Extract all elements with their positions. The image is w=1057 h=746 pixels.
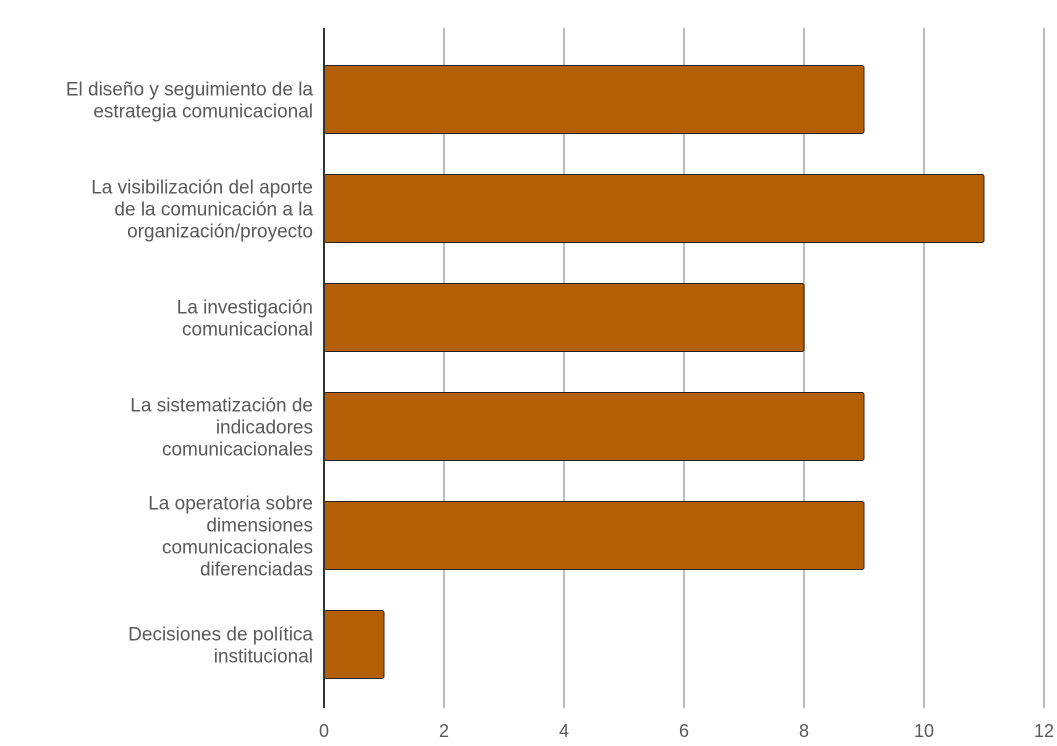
y-category-label-line: estrategia comunicacional [93, 102, 313, 123]
y-category-label-line: La visibilización del aporte [91, 178, 313, 199]
y-category-label-line: dimensiones [206, 516, 313, 537]
bars [323, 65, 985, 679]
bar [323, 174, 985, 243]
y-category-label: La investigación comunicacional [177, 298, 313, 341]
x-tick-label: 4 [559, 721, 569, 741]
x-tick-label: 6 [679, 721, 689, 741]
y-category-label-line: comunicacionales [162, 440, 313, 461]
y-category-label-line: comunicacional [182, 320, 313, 341]
bar [323, 392, 865, 461]
y-category-label-line: institucional [214, 647, 313, 668]
y-category-label-line: diferenciadas [200, 560, 313, 581]
y-category-label: El diseño y seguimiento de la estrategia … [66, 80, 314, 123]
y-category-label-line: La investigación [177, 298, 313, 319]
y-category-label-line: La sistematización de [130, 396, 313, 417]
y-category-label-line: comunicacionales [162, 538, 313, 559]
x-tick-label: 8 [799, 721, 809, 741]
x-tick-label: 10 [914, 721, 934, 741]
y-category-label-line: El diseño y seguimiento de la [66, 80, 314, 101]
x-tick-label: 12 [1034, 721, 1054, 741]
y-category-label: La operatoria sobre dimensiones comunicaci… [148, 494, 313, 581]
y-category-label: La visibilización del aporte de la comuni… [91, 178, 313, 243]
x-tick-label: 2 [439, 721, 449, 741]
y-category-label-line: de la comunicación a la [114, 200, 313, 221]
y-category-label: La sistematización de indicadores comunica… [130, 396, 313, 461]
y-category-label: Decisiones de política institucional [128, 625, 313, 668]
y-category-label-line: Decisiones de política [128, 625, 313, 646]
gridlines [443, 28, 1045, 708]
y-category-label-line: indicadores [216, 418, 313, 439]
bar [323, 283, 805, 352]
bar [323, 65, 865, 134]
y-category-label-line: La operatoria sobre [148, 494, 313, 515]
labels: 0 2 4 6 8 10 12 El diseño y seguimiento de la es… [66, 80, 1054, 742]
x-tick-label: 0 [319, 721, 329, 741]
bar [323, 610, 385, 679]
bar [323, 501, 865, 570]
y-category-label-line: organización/proyecto [127, 222, 313, 243]
